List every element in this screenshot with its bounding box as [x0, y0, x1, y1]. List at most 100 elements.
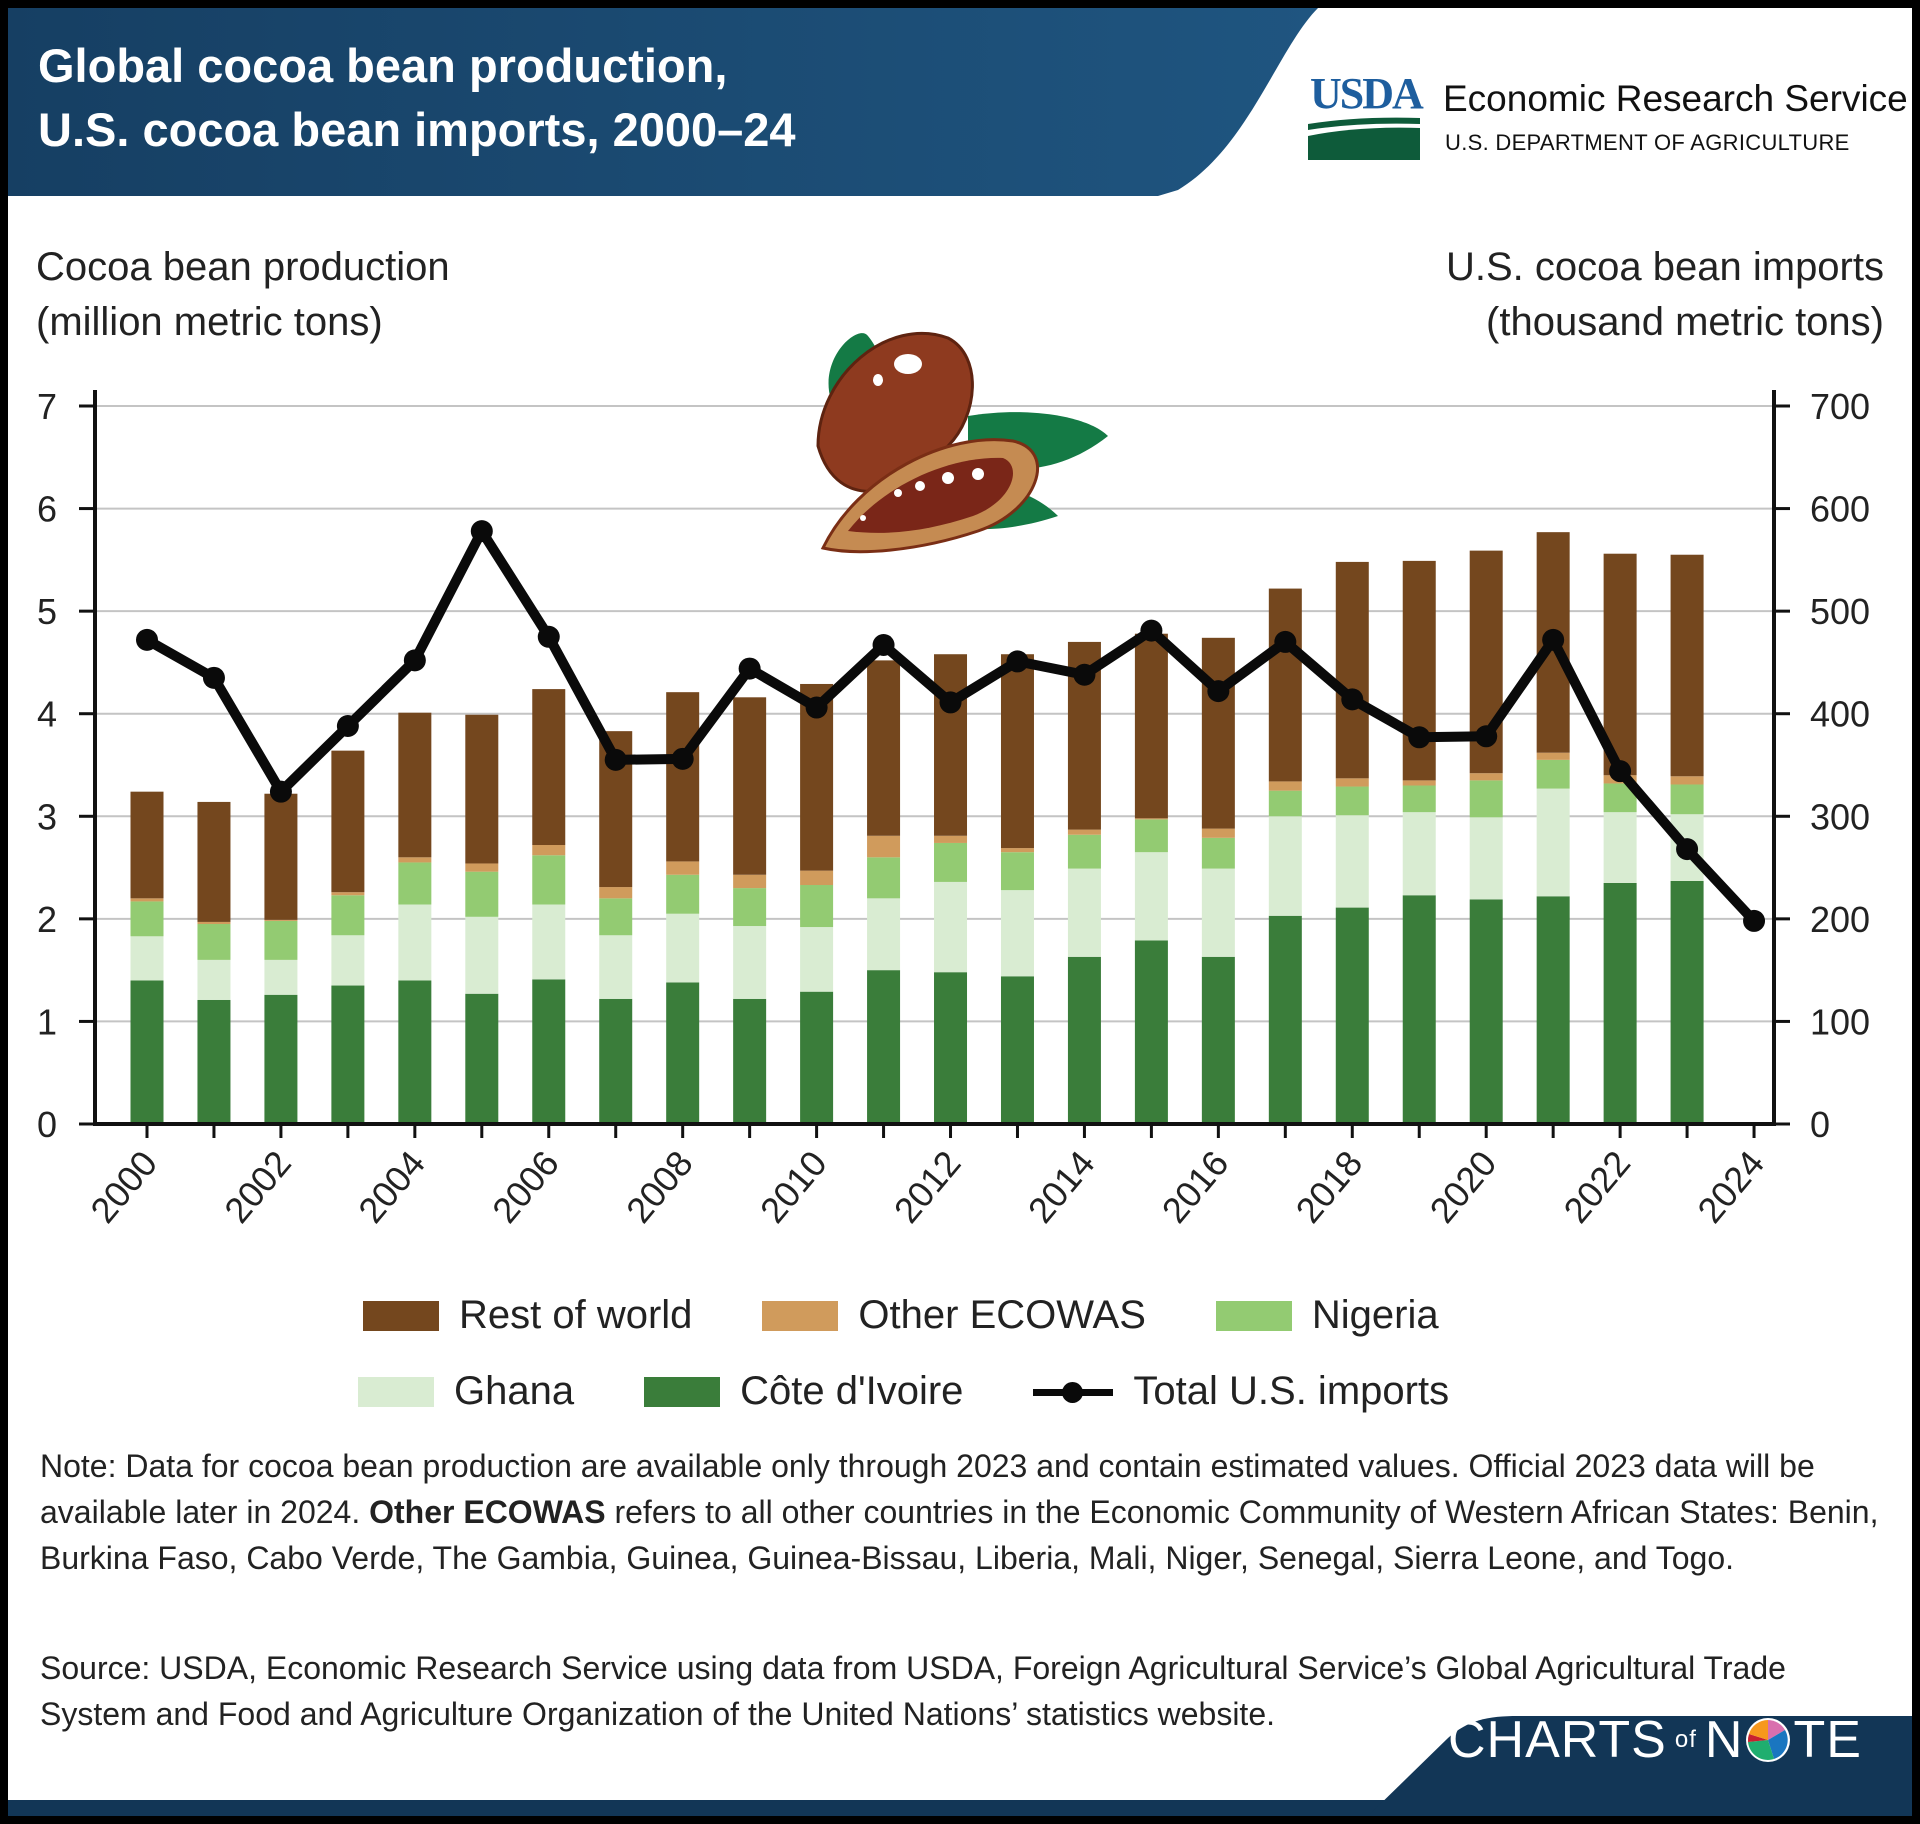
x-tick-label: 2004	[350, 1143, 433, 1231]
bar-segment-nigeria	[1201, 837, 1235, 869]
bar-segment-ghana	[934, 881, 968, 973]
imports-point	[872, 633, 895, 656]
right-tick-label: 700	[1810, 386, 1870, 427]
bar-segment-c-te-d-ivoire	[1067, 956, 1101, 1124]
logo-text-n: N	[1704, 1711, 1744, 1769]
bar-segment-rest-of-world	[1201, 637, 1235, 829]
bar-segment-c-te-d-ivoire	[1268, 915, 1302, 1124]
left-tick-label: 1	[37, 1001, 57, 1042]
bar-segment-other-ecowas	[130, 898, 164, 902]
bar-segment-ghana	[1536, 788, 1570, 897]
bar-segment-ghana	[532, 904, 566, 980]
bar-segment-c-te-d-ivoire	[398, 980, 432, 1124]
bar-segment-nigeria	[1536, 759, 1570, 789]
legend-label: Rest of world	[459, 1293, 693, 1337]
bar-segment-c-te-d-ivoire	[800, 991, 834, 1124]
bar-segment-other-ecowas	[934, 835, 968, 843]
bar-segment-nigeria	[934, 842, 968, 882]
imports-point	[939, 691, 962, 714]
bar-segment-nigeria	[1335, 786, 1369, 816]
bar-segment-rest-of-world	[264, 793, 298, 920]
bar-segment-other-ecowas	[465, 863, 499, 872]
bar-segment-rest-of-world	[130, 791, 164, 899]
right-tick-label: 600	[1810, 489, 1870, 530]
imports-point	[738, 657, 761, 680]
bar-segment-c-te-d-ivoire	[1603, 882, 1637, 1124]
bar-segment-ghana	[1134, 852, 1168, 941]
bar-segment-nigeria	[398, 862, 432, 905]
bar-segment-other-ecowas	[733, 874, 767, 889]
bar-segment-other-ecowas	[197, 921, 231, 924]
bar-segment-nigeria	[130, 901, 164, 937]
bar-segment-other-ecowas	[1469, 773, 1503, 781]
imports-point	[269, 780, 292, 803]
left-tick-label: 0	[37, 1104, 57, 1145]
x-tick-label: 2014	[1020, 1143, 1103, 1231]
bar-segment-rest-of-world	[733, 697, 767, 875]
usda-wordmark: USDA	[1310, 69, 1424, 118]
right-tick-label: 0	[1810, 1104, 1830, 1145]
imports-point	[202, 666, 225, 689]
right-axis-title-line2: (thousand metric tons)	[1486, 300, 1884, 344]
agency-name: Economic Research Service	[1443, 78, 1908, 119]
bar-segment-ghana	[465, 916, 499, 994]
bar-segment-c-te-d-ivoire	[599, 998, 633, 1124]
bar-segment-rest-of-world	[666, 692, 700, 862]
left-axis-title-line1: Cocoa bean production	[36, 245, 450, 289]
imports-point	[1274, 630, 1297, 653]
bar-segment-nigeria	[800, 885, 834, 928]
legend-line-swatch	[1033, 1377, 1114, 1407]
legend-item-total-us-imports: Total U.S. imports	[1033, 1369, 1449, 1414]
bar-segment-other-ecowas	[1402, 780, 1436, 786]
legend-swatch	[363, 1300, 439, 1331]
bar-segment-rest-of-world	[331, 750, 365, 893]
legend-label: Ghana	[454, 1369, 575, 1413]
bar-segment-rest-of-world	[398, 712, 432, 858]
x-tick-label: 2000	[82, 1143, 165, 1231]
bar-segment-nigeria	[1067, 834, 1101, 869]
bar-segment-ghana	[867, 898, 901, 971]
bar-segment-nigeria	[264, 920, 298, 960]
bar-segment-other-ecowas	[1134, 818, 1168, 820]
legend-item-nigeria: Nigeria	[1215, 1293, 1439, 1338]
charts-of-note-logo: CHARTS of N TE	[1448, 1710, 1862, 1770]
bar-segment-c-te-d-ivoire	[1335, 907, 1369, 1124]
note-part-1: Note: Data for cocoa bean production are…	[40, 1448, 1815, 1530]
imports-point	[604, 748, 627, 771]
header-banner	[8, 8, 1912, 196]
bar-segment-other-ecowas	[1000, 848, 1034, 853]
bar-segment-ghana	[599, 935, 633, 999]
x-tick-label: 2022	[1555, 1143, 1638, 1231]
bar-segment-c-te-d-ivoire	[130, 980, 164, 1124]
bar-segment-ghana	[1469, 817, 1503, 900]
bar-segment-nigeria	[197, 923, 231, 960]
bar-segment-nigeria	[1402, 785, 1436, 813]
bar-segment-other-ecowas	[1670, 776, 1704, 785]
bar-segment-c-te-d-ivoire	[1000, 976, 1034, 1124]
bar-segment-other-ecowas	[1536, 752, 1570, 760]
legend-item-cote-divoire: Côte d'Ivoire	[644, 1369, 963, 1414]
left-axis-title: Cocoa bean production (million metric to…	[36, 240, 450, 350]
left-axis-title-line2: (million metric tons)	[36, 300, 383, 344]
bar-segment-nigeria	[1469, 780, 1503, 818]
bar-segment-ghana	[1268, 816, 1302, 916]
bar-segment-c-te-d-ivoire	[934, 972, 968, 1124]
bar-segment-ghana	[398, 904, 432, 981]
bar-segment-c-te-d-ivoire	[1469, 899, 1503, 1124]
bar-segment-other-ecowas	[1067, 829, 1101, 835]
imports-point	[805, 696, 828, 719]
bar-segment-other-ecowas	[666, 861, 700, 875]
bar-segment-rest-of-world	[1603, 553, 1637, 776]
bar-segment-other-ecowas	[532, 845, 566, 856]
left-tick-label: 3	[37, 796, 57, 837]
imports-point	[1609, 760, 1632, 783]
x-tick-label: 2002	[216, 1143, 299, 1231]
imports-point	[537, 625, 560, 648]
bar-segment-ghana	[1335, 815, 1369, 908]
imports-line-series	[136, 520, 1766, 932]
bar-segment-rest-of-world	[1335, 561, 1369, 779]
bar-segment-ghana	[1402, 812, 1436, 896]
bar-segment-c-te-d-ivoire	[197, 999, 231, 1124]
bar-segment-other-ecowas	[398, 857, 432, 863]
bar-segment-rest-of-world	[1000, 654, 1034, 849]
